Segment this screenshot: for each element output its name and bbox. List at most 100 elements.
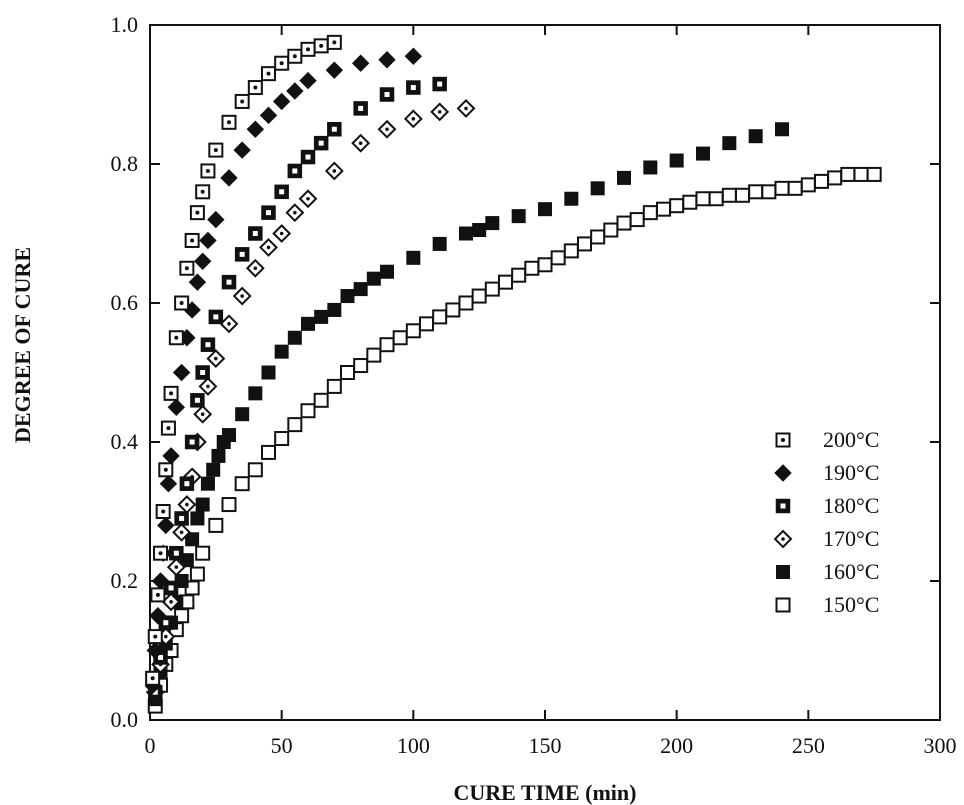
- data-point: [840, 166, 856, 182]
- y-tick-label: 0.6: [111, 290, 139, 315]
- data-point: [511, 267, 527, 283]
- data-point: [206, 349, 226, 369]
- data-point: [286, 82, 304, 100]
- x-axis-ticks: 0 50 100 150 200 250 300: [145, 25, 957, 758]
- y-tick-label: 0.0: [111, 707, 139, 732]
- data-point: [157, 516, 175, 535]
- data-point: [406, 80, 421, 95]
- data-point: [168, 330, 184, 346]
- data-point: [233, 141, 251, 159]
- data-point: [485, 216, 500, 231]
- data-point: [193, 252, 212, 271]
- data-point: [669, 198, 685, 214]
- data-point: [498, 274, 513, 290]
- data-point: [179, 260, 195, 276]
- data-point: [189, 566, 205, 582]
- data-point: [287, 48, 303, 64]
- data-point: [721, 187, 737, 203]
- data-point: [814, 173, 829, 189]
- data-point: [261, 444, 276, 460]
- data-point: [159, 474, 178, 493]
- data-point: [404, 47, 423, 65]
- data-point: [459, 226, 473, 241]
- data-point: [324, 161, 344, 181]
- data-point: [272, 224, 292, 243]
- x-tick-label: 250: [792, 733, 825, 758]
- data-point: [695, 191, 711, 207]
- data-point: [145, 670, 161, 686]
- legend: 200°C 190°C 180°C 170°C 160°C 150°C: [773, 427, 879, 617]
- data-point: [199, 231, 217, 250]
- data-point: [327, 302, 342, 317]
- data-point: [722, 136, 737, 151]
- legend-label: 190°C: [823, 460, 879, 485]
- data-point: [150, 587, 166, 603]
- x-tick-label: 150: [529, 733, 562, 758]
- data-point: [172, 522, 192, 542]
- data-point: [195, 184, 211, 200]
- data-point: [188, 273, 207, 291]
- data-point: [158, 462, 174, 478]
- data-point: [259, 237, 278, 257]
- data-point: [379, 337, 395, 353]
- legend-marker: [775, 498, 791, 514]
- data-point: [200, 476, 215, 491]
- data-point: [160, 420, 176, 436]
- data-point: [326, 378, 342, 394]
- legend-marker: [775, 432, 791, 448]
- x-tick-label: 0: [145, 733, 156, 758]
- data-point: [340, 289, 355, 304]
- data-point: [184, 434, 200, 450]
- data-point: [172, 363, 191, 382]
- x-tick-label: 100: [397, 733, 430, 758]
- data-point: [432, 76, 447, 92]
- data-point: [185, 532, 200, 547]
- data-point: [274, 55, 290, 71]
- data-point: [761, 184, 777, 200]
- data-point: [193, 404, 213, 424]
- data-point: [406, 250, 421, 265]
- x-tick-label: 200: [660, 733, 693, 758]
- legend-label: 200°C: [823, 427, 879, 452]
- legend-label: 160°C: [823, 559, 879, 584]
- data-point: [248, 226, 263, 241]
- data-point: [484, 281, 500, 297]
- data-point: [351, 54, 370, 72]
- data-point: [590, 181, 605, 196]
- data-point: [287, 163, 303, 179]
- data-point: [166, 557, 186, 577]
- legend-label: 170°C: [823, 526, 879, 551]
- legend-marker: [775, 597, 791, 613]
- data-point: [313, 135, 329, 151]
- x-tick-label: 50: [271, 733, 293, 758]
- data-point: [259, 106, 278, 125]
- data-point: [261, 365, 276, 380]
- data-point: [327, 122, 342, 137]
- data-point: [366, 271, 381, 286]
- data-point: [538, 202, 552, 217]
- data-point: [208, 142, 224, 158]
- data-point: [537, 257, 553, 273]
- data-point: [458, 295, 474, 311]
- data-point: [149, 607, 167, 625]
- data-point: [643, 160, 658, 175]
- data-point: [261, 66, 276, 82]
- data-point: [774, 180, 790, 196]
- series-half-filled-square: [148, 76, 447, 700]
- y-axis-ticks: 0.0 0.2 0.4 0.6 0.8 1.0: [111, 12, 940, 732]
- data-point: [232, 286, 252, 306]
- data-point: [285, 203, 305, 223]
- data-point: [866, 166, 882, 182]
- data-point: [432, 309, 448, 325]
- x-axis-title: CURE TIME (min): [454, 780, 637, 805]
- data-point: [161, 592, 181, 612]
- data-point: [472, 223, 487, 238]
- data-point: [378, 51, 396, 69]
- data-point: [432, 236, 447, 251]
- data-point: [682, 194, 698, 210]
- data-point: [208, 309, 224, 325]
- data-point: [162, 447, 180, 465]
- data-point: [379, 87, 395, 102]
- data-point: [274, 431, 290, 447]
- data-point: [380, 264, 394, 279]
